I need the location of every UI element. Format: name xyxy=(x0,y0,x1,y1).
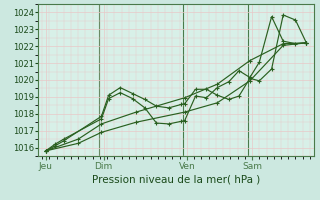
X-axis label: Pression niveau de la mer( hPa ): Pression niveau de la mer( hPa ) xyxy=(92,175,260,185)
